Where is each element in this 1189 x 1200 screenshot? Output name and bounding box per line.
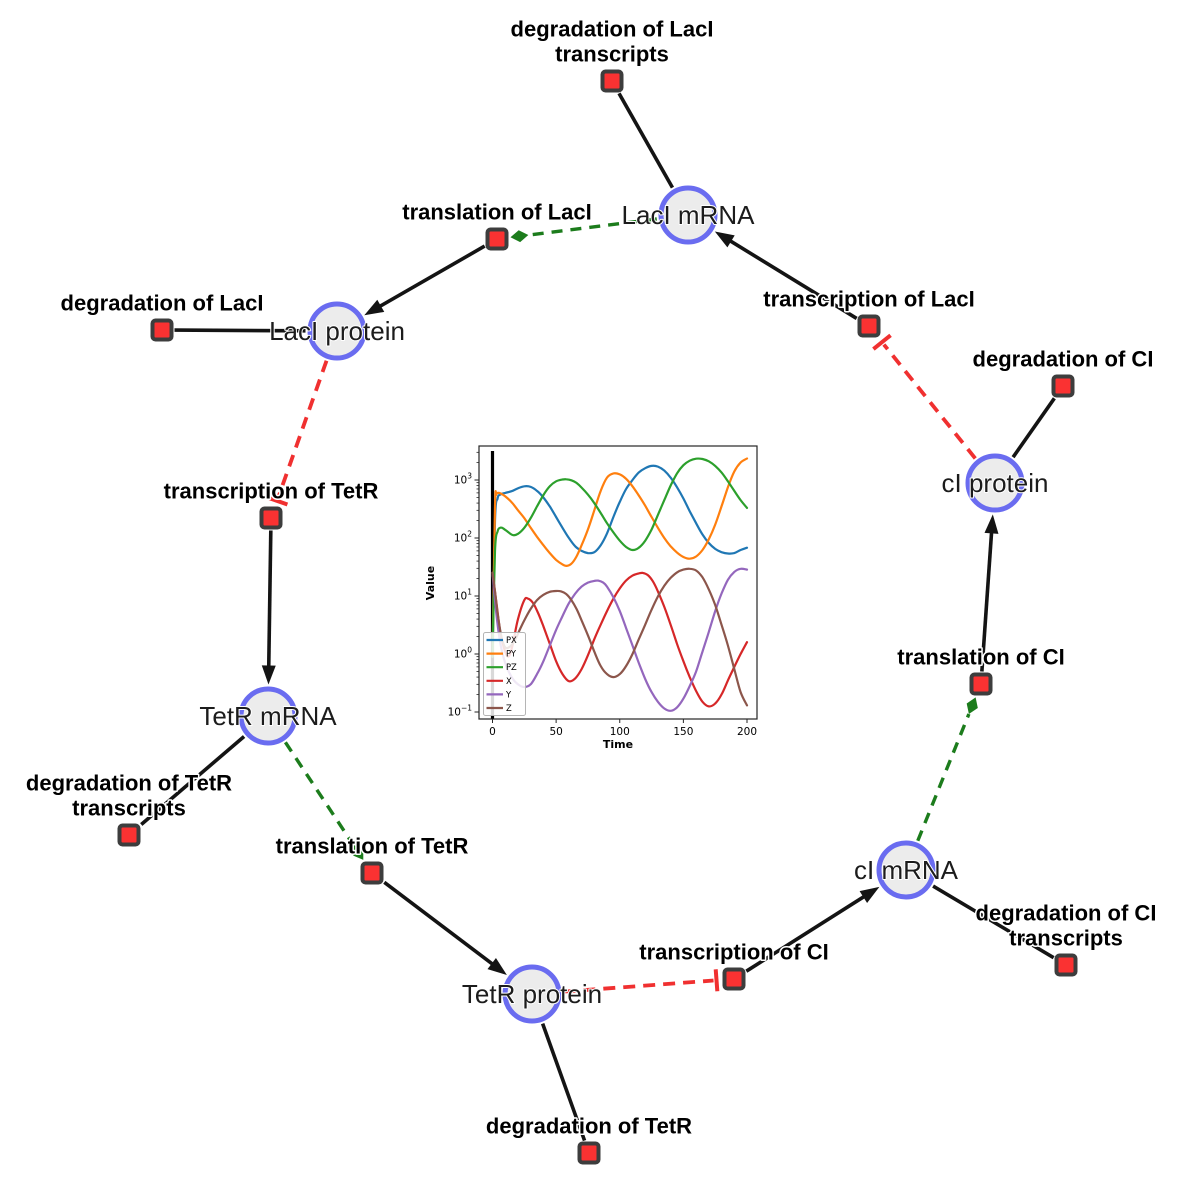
reaction-label-translation-ci: translation of CI bbox=[897, 645, 1064, 670]
legend-entry-PZ: PZ bbox=[506, 662, 517, 672]
legend-entry-Y: Y bbox=[505, 689, 512, 699]
reaction-node-deg-laci-tx[interactable] bbox=[600, 69, 624, 93]
reaction-node-transcription-tetr[interactable] bbox=[259, 506, 283, 530]
y-tick-label: 102 bbox=[454, 530, 472, 545]
y-tick-label: 101 bbox=[454, 588, 472, 603]
edges-layer bbox=[140, 92, 1056, 1142]
reaction-label-translation-tetr: translation of TetR bbox=[276, 834, 469, 859]
chart-ylabel: Value bbox=[424, 566, 437, 600]
edge-product-translation-ci-ci-protein bbox=[980, 530, 994, 672]
reaction-node-deg-ci-tx[interactable] bbox=[1054, 953, 1078, 977]
reaction-label-deg-ci: degradation of CI bbox=[973, 347, 1154, 372]
edge-reactant-tetr-protein-deg-tetr bbox=[540, 1023, 587, 1142]
species-label-laci-mrna: LacI mRNA bbox=[622, 200, 756, 230]
inset-chart: 0 50 100 150 200 10−1 100 101 102 103 PX PY PZ XYZ Ti… bbox=[424, 445, 758, 751]
edge-inhibitor-laci-protein-transcription-tetr bbox=[276, 360, 329, 499]
species-label-tetr-protein: TetR protein bbox=[462, 979, 602, 1009]
chart-xlabel: Time bbox=[603, 738, 633, 751]
chart-series-PZ bbox=[491, 457, 749, 658]
reaction-node-transcription-ci[interactable] bbox=[722, 967, 746, 991]
reaction-label-translation-laci: translation of LacI bbox=[402, 200, 591, 225]
arrowhead-icon bbox=[487, 957, 507, 975]
inhibition-tbar-icon bbox=[713, 969, 720, 992]
x-tick-label: 150 bbox=[673, 726, 693, 738]
reaction-node-translation-laci[interactable] bbox=[485, 227, 509, 251]
diamond-arrowhead-icon bbox=[353, 844, 364, 860]
species-node-ci-protein[interactable] bbox=[965, 453, 1025, 513]
edge-product-translation-laci-laci-protein bbox=[377, 244, 486, 309]
edge-product-transcription-laci-laci-mrna bbox=[727, 238, 858, 320]
legend-entry-PY: PY bbox=[506, 649, 517, 659]
species-node-laci-mrna[interactable] bbox=[658, 185, 718, 245]
species-label-laci-protein: LacI protein bbox=[269, 316, 405, 346]
arrowhead-icon bbox=[714, 231, 735, 248]
reaction-node-deg-ci[interactable] bbox=[1051, 374, 1075, 398]
species-label-tetr-mrna: TetR mRNA bbox=[199, 701, 337, 731]
reaction-label-transcription-laci: transcription of LacI bbox=[763, 287, 974, 312]
species-label-ci-protein: cI protein bbox=[942, 468, 1049, 498]
y-tick-label: 100 bbox=[454, 646, 472, 661]
inhibition-tbar-icon bbox=[266, 495, 289, 507]
legend-entry-X: X bbox=[506, 676, 512, 686]
species-node-laci-protein[interactable] bbox=[307, 301, 367, 361]
x-tick-label: 200 bbox=[737, 726, 757, 738]
arrowhead-icon bbox=[859, 886, 880, 903]
chart-series-PX bbox=[491, 464, 749, 658]
species-node-ci-mrna[interactable] bbox=[876, 840, 936, 900]
arrowhead-icon bbox=[364, 299, 385, 316]
edge-modifier-tetr-mrna-translation-tetr bbox=[283, 741, 355, 846]
reaction-label-transcription-ci: transcription of CI bbox=[639, 940, 828, 965]
reaction-node-transcription-laci[interactable] bbox=[857, 314, 881, 338]
x-tick-label: 0 bbox=[489, 726, 496, 738]
chart-series-PY bbox=[491, 457, 749, 658]
chart-series-Y bbox=[491, 567, 749, 712]
edge-modifier-laci-mrna-translation-laci bbox=[528, 217, 657, 237]
reaction-node-deg-tetr-tx[interactable] bbox=[117, 823, 141, 847]
y-tick-label: 103 bbox=[454, 472, 472, 487]
edge-inhibitor-ci-protein-transcription-laci bbox=[882, 343, 977, 460]
species-node-tetr-protein[interactable] bbox=[502, 964, 562, 1024]
legend-entry-Z: Z bbox=[506, 703, 512, 713]
edge-reactant-ci-mrna-deg-ci-tx bbox=[932, 884, 1055, 960]
legend-box bbox=[483, 632, 526, 716]
chart-series-Z bbox=[491, 567, 749, 707]
y-tick-label: 10−1 bbox=[448, 704, 473, 719]
edge-product-translation-tetr-tetr-protein bbox=[383, 880, 496, 967]
edge-reactant-laci-mrna-deg-laci-tx bbox=[617, 92, 675, 189]
arrowhead-icon bbox=[261, 665, 276, 685]
edge-reactant-laci-protein-deg-laci bbox=[174, 328, 306, 333]
x-tick-label: 50 bbox=[549, 726, 562, 738]
edge-inhibitor-tetr-protein-transcription-ci bbox=[563, 978, 714, 994]
reaction-label-transcription-tetr: transcription of TetR bbox=[164, 479, 379, 504]
arrowhead-icon bbox=[984, 514, 999, 534]
species-node-tetr-mrna[interactable] bbox=[238, 686, 298, 746]
diamond-arrowhead-icon bbox=[966, 697, 978, 715]
reaction-label-deg-ci-tx: degradation of CI transcripts bbox=[976, 901, 1157, 951]
inhibition-tbar-icon bbox=[872, 333, 892, 351]
reaction-node-deg-tetr[interactable] bbox=[577, 1141, 601, 1165]
edge-product-transcription-ci-ci-mrna bbox=[745, 893, 867, 973]
edge-reactant-tetr-mrna-deg-tetr-tx bbox=[140, 735, 246, 826]
edge-modifier-ci-mrna-translation-ci bbox=[916, 713, 971, 842]
reaction-label-deg-laci-tx: degradation of LacI transcripts bbox=[511, 17, 714, 67]
species-label-ci-mrna: cI mRNA bbox=[854, 855, 959, 885]
reaction-node-translation-tetr[interactable] bbox=[360, 861, 384, 885]
reaction-node-translation-ci[interactable] bbox=[969, 672, 993, 696]
legend-entry-PX: PX bbox=[506, 635, 517, 645]
labels-layer: LacI mRNA LacI protein TetR mRNA TetR prote… bbox=[24, 15, 1158, 1140]
reaction-label-deg-laci: degradation of LacI bbox=[61, 291, 264, 316]
x-tick-label: 100 bbox=[610, 726, 630, 738]
diamond-arrowhead-icon bbox=[510, 230, 529, 243]
nodes-layer bbox=[117, 69, 1078, 1165]
chart-legend: PX PY PZ XYZ bbox=[483, 632, 526, 716]
reaction-node-deg-laci[interactable] bbox=[150, 318, 174, 342]
reaction-label-deg-tetr: degradation of TetR bbox=[486, 1114, 692, 1139]
edge-product-transcription-tetr-tetr-mrna bbox=[266, 530, 273, 669]
reaction-label-deg-tetr-tx: degradation of TetR transcripts bbox=[26, 771, 232, 821]
edge-reactant-ci-protein-deg-ci bbox=[1011, 397, 1056, 459]
